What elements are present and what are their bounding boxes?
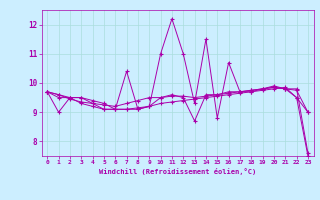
X-axis label: Windchill (Refroidissement éolien,°C): Windchill (Refroidissement éolien,°C)	[99, 168, 256, 175]
